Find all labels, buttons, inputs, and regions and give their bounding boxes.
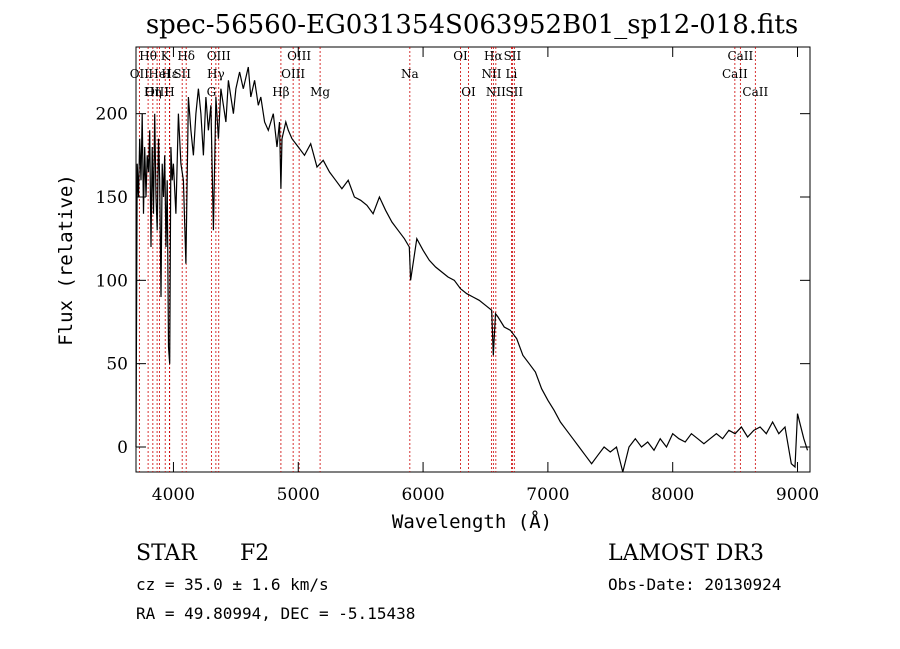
- redshift-cz: cz = 35.0 ± 1.6 km/s: [136, 575, 329, 594]
- x-axis-ticks: 4000 5000 6000 7000 8000 9000: [152, 47, 819, 505]
- y-tick-label: 50: [106, 355, 128, 375]
- plot-frame: [135, 46, 811, 473]
- line-marker-label: OII: [130, 67, 150, 81]
- line-marker-label: CaII: [722, 67, 748, 81]
- x-tick-label: 8000: [651, 485, 694, 505]
- line-marker-label: OIII: [287, 49, 311, 63]
- line-marker-label: NII: [481, 67, 501, 81]
- x-tick-label: 5000: [277, 485, 320, 505]
- line-marker-label: H: [164, 85, 174, 99]
- survey-label: LAMOST DR3: [608, 541, 764, 566]
- line-marker-label: Li: [506, 67, 518, 81]
- object-class: STAR: [136, 541, 198, 566]
- line-marker-label: K: [161, 49, 171, 63]
- line-marker-label: Hθ: [139, 49, 157, 63]
- line-marker-label: Na: [401, 67, 419, 81]
- line-marker-label: CaII: [742, 85, 768, 99]
- line-marker-label: Mg: [310, 85, 330, 99]
- line-marker-label: OIII: [207, 49, 231, 63]
- line-marker-label: SII: [505, 85, 523, 99]
- x-tick-label: 4000: [152, 485, 195, 505]
- object-subclass: F2: [240, 541, 269, 566]
- line-marker-label: SII: [173, 67, 191, 81]
- y-tick-label: 100: [96, 271, 128, 291]
- line-marker-label: OI: [453, 49, 468, 63]
- line-marker-label: Hβ: [272, 85, 289, 99]
- line-marker-label: CaII: [727, 49, 753, 63]
- y-tick-label: 150: [96, 188, 128, 208]
- x-tick-label: 9000: [776, 485, 819, 505]
- line-marker-label: NII: [486, 85, 506, 99]
- coordinates: RA = 49.80994, DEC = -5.15438: [136, 604, 415, 623]
- line-marker-label: Hη: [144, 85, 162, 99]
- line-marker-label: Hδ: [177, 49, 195, 63]
- x-axis-title: Wavelength (Å): [392, 510, 552, 533]
- line-marker-label: OIII: [281, 67, 305, 81]
- spectral-line-markers: [138, 47, 756, 472]
- y-tick-label: 200: [96, 105, 128, 125]
- obs-date: Obs-Date: 20130924: [608, 575, 781, 594]
- line-marker-label: SII: [504, 49, 522, 63]
- flux-spectrum-line: [135, 66, 809, 473]
- y-axis-title: Flux (relative): [55, 174, 77, 346]
- line-marker-label: OIII: [145, 85, 169, 99]
- y-tick-label: 0: [117, 438, 128, 458]
- line-marker-label: Hγ: [207, 67, 225, 81]
- chart-title: spec-56560-EG031354S063952B01_sp12-018.f…: [146, 10, 798, 40]
- line-marker-label: G: [207, 85, 217, 99]
- line-marker-label: Hε: [161, 67, 178, 81]
- x-tick-label: 6000: [401, 485, 444, 505]
- x-tick-label: 7000: [526, 485, 569, 505]
- line-marker-label: HeI: [148, 67, 171, 81]
- line-marker-label: Hα: [484, 49, 503, 63]
- spectral-line-labels: Hθ OII OIII HeI Hη K H SII Hδ Hε OIII Hγ G Hβ OIII OIII…: [130, 49, 769, 99]
- y-axis-ticks: 0 50 100 150 200: [96, 105, 810, 458]
- line-marker-label: OI: [461, 85, 476, 99]
